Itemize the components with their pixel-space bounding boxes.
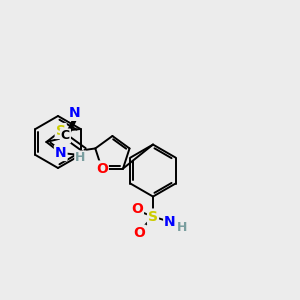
- Text: S: S: [148, 210, 158, 224]
- Text: H: H: [177, 221, 187, 234]
- Text: O: O: [133, 226, 145, 240]
- Text: O: O: [96, 162, 108, 176]
- Text: C: C: [61, 130, 70, 142]
- Text: S: S: [56, 124, 66, 138]
- Text: N: N: [164, 214, 176, 229]
- Text: N: N: [55, 146, 67, 160]
- Text: N: N: [69, 106, 81, 120]
- Text: H: H: [75, 152, 85, 164]
- Text: O: O: [131, 202, 143, 216]
